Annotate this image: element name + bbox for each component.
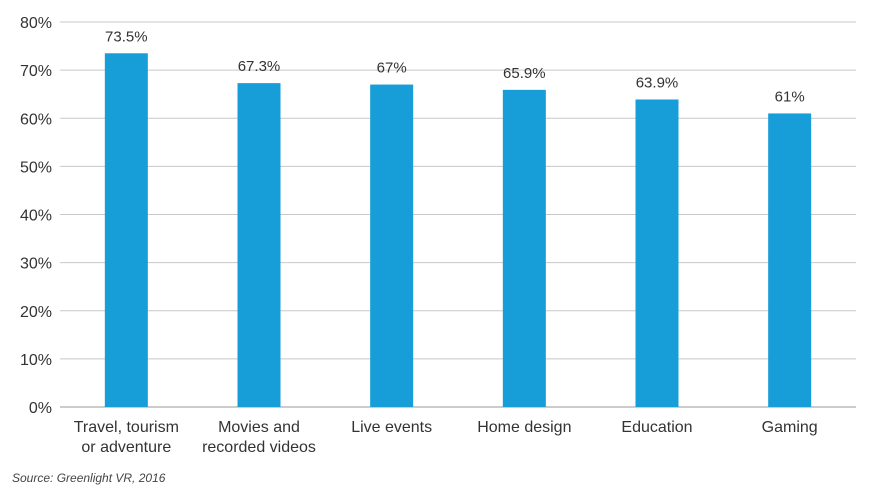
category-label: Movies and recorded videos <box>202 419 316 456</box>
bar <box>237 83 281 408</box>
bar <box>635 99 679 407</box>
bar <box>768 113 812 407</box>
category-label-line: Gaming <box>762 419 818 436</box>
category-label-line: Education <box>621 419 692 436</box>
y-tick-label: 40% <box>20 208 52 225</box>
category-label: Live events <box>351 419 432 436</box>
category-label: Education <box>621 419 692 436</box>
y-tick-label: 0% <box>29 400 52 417</box>
bars <box>104 53 812 408</box>
category-label-line: Travel, tourism <box>74 419 179 436</box>
y-tick-label: 30% <box>20 256 52 273</box>
y-axis-tick-labels: 0% 10% 20% 30% 40% 50% 60% 70% 80% <box>20 15 52 417</box>
data-label: 67% <box>377 60 407 77</box>
y-tick-label: 70% <box>20 63 52 80</box>
data-label: 67.3% <box>238 58 281 75</box>
data-label: 63.9% <box>636 74 679 91</box>
category-label: Gaming <box>762 419 818 436</box>
category-label-line: Movies and <box>218 419 300 436</box>
bar <box>104 53 148 407</box>
y-tick-label: 20% <box>20 304 52 321</box>
category-labels: Travel, tourism or adventure Movies and rec… <box>74 419 818 456</box>
data-label: 61% <box>775 88 805 105</box>
data-label: 65.9% <box>503 65 546 82</box>
y-tick-label: 10% <box>20 352 52 369</box>
y-tick-label: 50% <box>20 159 52 176</box>
category-label-line: Live events <box>351 419 432 436</box>
category-label: Travel, tourism or adventure <box>74 419 179 456</box>
data-labels: 73.5% 67.3% 67% 65.9% 63.9% 61% <box>105 28 805 105</box>
bar <box>502 89 546 407</box>
gridlines <box>60 21 856 408</box>
source-note: Source: Greenlight VR, 2016 <box>12 471 166 485</box>
category-label-line: Home design <box>477 419 571 436</box>
category-label-line: recorded videos <box>202 439 316 456</box>
y-tick-label: 60% <box>20 111 52 128</box>
bar <box>370 84 414 407</box>
y-tick-label: 80% <box>20 15 52 32</box>
category-label-line: or adventure <box>81 439 171 456</box>
category-label: Home design <box>477 419 571 436</box>
data-label: 73.5% <box>105 28 148 45</box>
